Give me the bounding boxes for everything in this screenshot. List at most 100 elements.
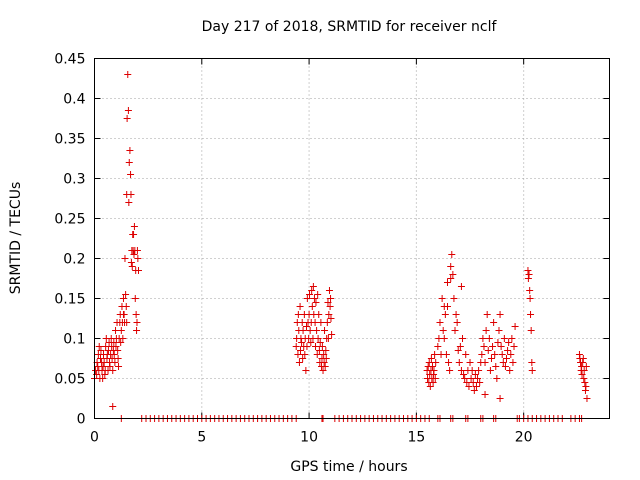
data-point <box>322 347 330 354</box>
x-tick-label: 0 <box>90 430 99 446</box>
data-point <box>441 311 449 318</box>
data-point <box>481 359 489 366</box>
data-point <box>307 339 315 346</box>
y-tick-label: 0.15 <box>54 292 85 308</box>
data-point <box>578 371 586 378</box>
data-point <box>327 315 335 322</box>
data-point <box>320 359 328 366</box>
data-point <box>326 303 334 310</box>
data-point <box>445 359 453 366</box>
data-point <box>486 367 494 374</box>
data-point <box>111 359 119 366</box>
data-point <box>468 367 476 374</box>
data-point <box>463 379 471 386</box>
data-point <box>325 311 333 318</box>
data-point <box>580 375 588 382</box>
data-point <box>478 351 486 358</box>
y-tick-label: 0.05 <box>54 372 85 388</box>
data-point <box>99 363 107 370</box>
data-point <box>492 363 500 370</box>
data-point <box>457 283 465 290</box>
data-point <box>297 347 304 354</box>
data-point <box>117 339 125 346</box>
data-point <box>510 343 518 350</box>
x-tick-label: 5 <box>197 430 206 446</box>
data-point <box>119 311 127 318</box>
data-point <box>306 291 314 298</box>
data-point <box>312 343 320 350</box>
data-point <box>484 347 492 354</box>
data-point <box>119 335 127 342</box>
data-point <box>134 255 142 262</box>
data-point <box>582 363 590 370</box>
data-point <box>125 199 133 206</box>
data-point <box>493 375 501 382</box>
data-point <box>434 343 442 350</box>
data-point <box>528 367 536 374</box>
data-point <box>325 287 333 294</box>
data-point <box>123 319 131 326</box>
data-point <box>110 351 118 358</box>
data-point <box>474 375 482 382</box>
data-point <box>447 263 455 270</box>
data-point <box>296 303 304 310</box>
data-point <box>313 351 321 358</box>
data-point <box>114 347 122 354</box>
data-point <box>112 343 120 350</box>
y-tick-label: 0.1 <box>63 332 85 348</box>
y-tick-label: 0.45 <box>54 52 85 68</box>
data-point <box>453 319 461 326</box>
data-point <box>126 147 134 154</box>
data-point <box>132 311 140 318</box>
data-point <box>438 295 446 302</box>
data-point <box>295 359 303 366</box>
data-point <box>462 351 470 358</box>
data-point <box>440 335 448 342</box>
y-tick-label: 0 <box>77 412 86 428</box>
data-point <box>467 375 475 382</box>
data-point <box>309 283 317 290</box>
grid <box>94 58 610 419</box>
data-point <box>109 403 117 410</box>
data-point <box>99 375 107 382</box>
data-point <box>480 343 488 350</box>
data-point <box>583 395 591 402</box>
y-tick-label: 0.2 <box>63 252 85 268</box>
x-tick-label: 15 <box>407 430 425 446</box>
data-point <box>121 255 129 262</box>
data-point <box>465 383 473 390</box>
data-point <box>472 383 480 390</box>
data-point <box>461 375 469 382</box>
data-point <box>323 319 331 326</box>
data-point <box>481 391 489 398</box>
data-point <box>456 343 464 350</box>
data-point <box>528 359 536 366</box>
data-point <box>319 367 327 374</box>
data-point <box>498 351 506 358</box>
data-point <box>581 379 589 386</box>
data-point <box>429 379 437 386</box>
data-point <box>128 263 136 270</box>
y-tick-label: 0.35 <box>54 132 85 148</box>
data-point <box>303 343 311 350</box>
data-point <box>130 251 138 258</box>
data-point <box>495 327 503 334</box>
data-point <box>580 367 588 374</box>
data-point <box>431 375 439 382</box>
y-tick-label: 0.25 <box>54 212 85 228</box>
data-point <box>301 351 309 358</box>
data-point <box>504 347 512 354</box>
data-point <box>457 367 465 374</box>
y-tick-labels: 0 0.05 0.1 0.15 0.2 0.25 0.3 0.35 0.4 0.45 <box>54 52 85 428</box>
data-point <box>102 343 110 350</box>
data-point <box>507 351 515 358</box>
data-point <box>579 359 587 366</box>
data-point <box>451 327 459 334</box>
data-point <box>446 367 454 374</box>
data-point <box>450 295 458 302</box>
data-point <box>122 291 130 298</box>
data-point <box>324 335 332 342</box>
data-point <box>313 327 321 334</box>
data-point <box>466 359 474 366</box>
